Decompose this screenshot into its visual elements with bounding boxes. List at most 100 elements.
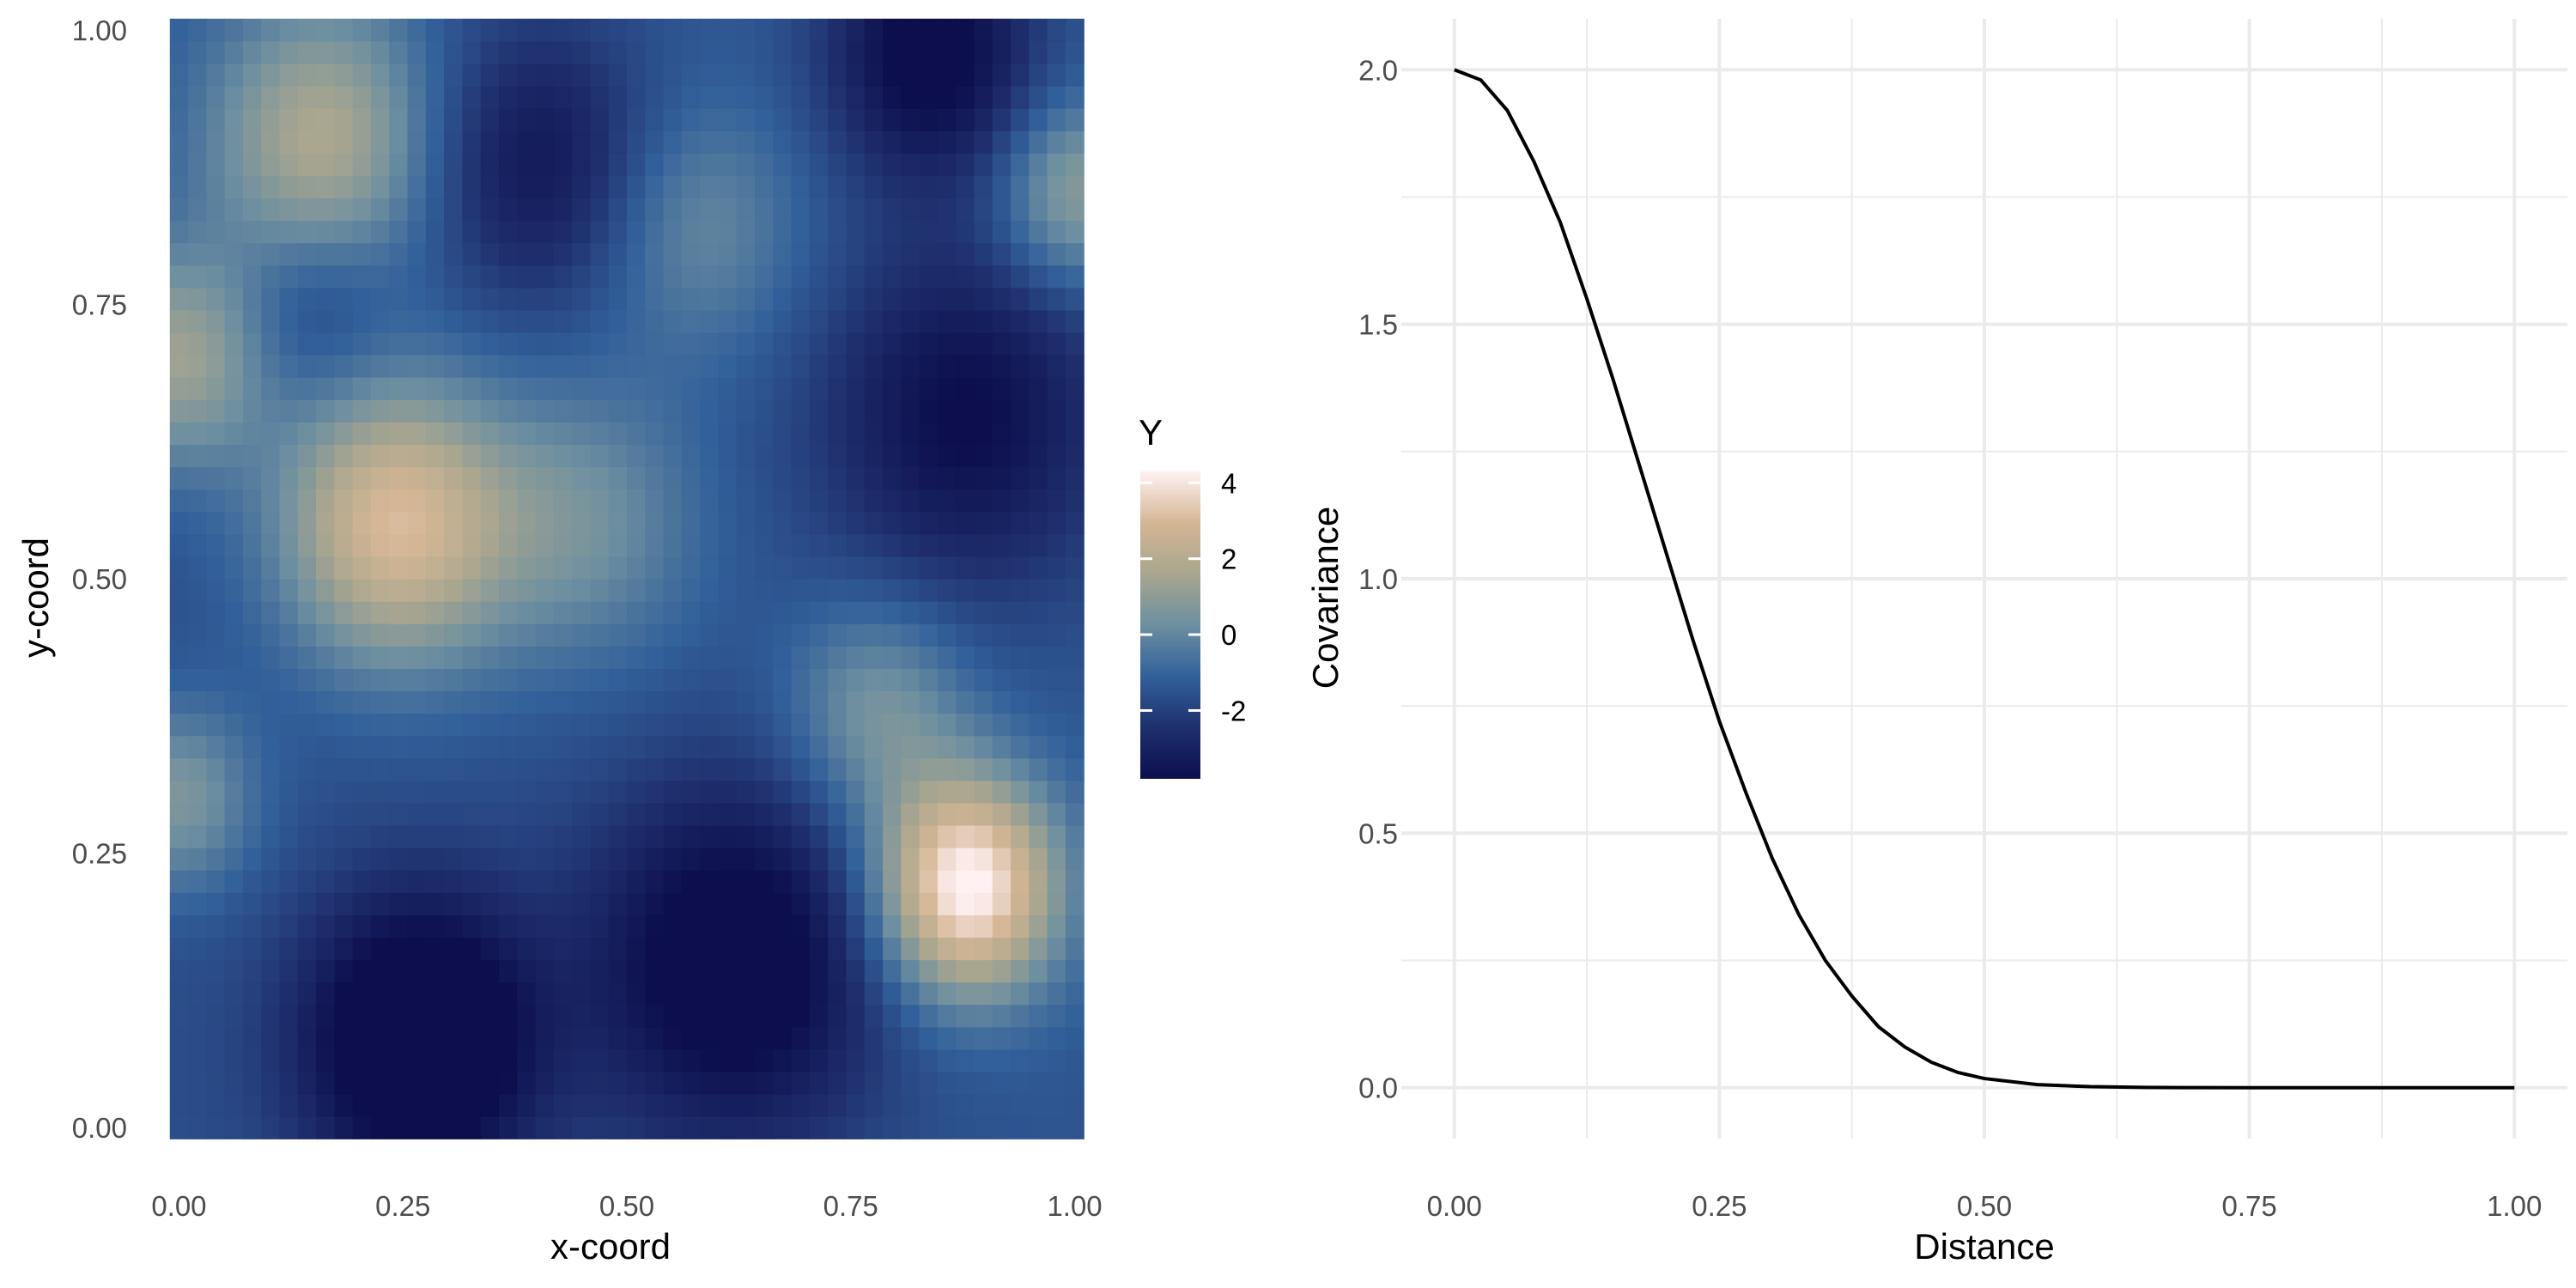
heatmap-cell [462, 489, 482, 513]
heatmap-cell [389, 1071, 409, 1095]
heatmap-cell [407, 802, 427, 826]
heatmap-cell [352, 556, 372, 580]
heatmap-cell [389, 713, 409, 737]
heatmap-cell [1065, 86, 1084, 109]
heatmap-cell [462, 1116, 482, 1139]
heatmap-cell [261, 511, 281, 535]
heatmap-cell [572, 802, 592, 826]
heatmap-cell [188, 735, 207, 759]
heatmap-cell [1011, 332, 1030, 355]
heatmap-cell [828, 511, 848, 535]
heatmap-cell [334, 735, 354, 759]
heatmap-cell [956, 197, 975, 222]
heatmap-cell [1029, 332, 1048, 355]
heatmap-cell [206, 757, 226, 781]
heatmap-cell [389, 646, 409, 669]
heatmap-cell [370, 646, 390, 669]
heatmap-cell [901, 175, 920, 199]
heatmap-cell [480, 713, 500, 737]
heatmap-cell [828, 332, 848, 355]
heatmap-cell [480, 18, 500, 42]
heatmap-cell [736, 937, 756, 961]
legend-ticks: 420-2 [1140, 467, 1246, 726]
heatmap-cell [1029, 444, 1048, 468]
heatmap-cell [535, 287, 555, 311]
heatmap-cell [352, 1026, 372, 1050]
heatmap-cell [627, 197, 646, 222]
heatmap-cell [608, 824, 628, 848]
heatmap-cell [242, 309, 262, 333]
heatmap-cell [645, 623, 665, 647]
heatmap-cell [206, 735, 226, 759]
heatmap-cell [553, 1026, 573, 1050]
heatmap-cell [224, 981, 244, 1005]
heatmap-cell [242, 108, 262, 131]
heatmap-cell [956, 489, 975, 513]
heatmap-cell [517, 780, 537, 804]
heatmap-cell [498, 533, 518, 557]
heatmap-cell [572, 131, 592, 154]
heatmap-cell [297, 444, 317, 468]
heatmap-cell [261, 444, 281, 468]
heatmap-cell [846, 1094, 866, 1117]
heatmap-cell [627, 220, 646, 244]
heatmap-cell [974, 892, 993, 915]
heatmap-cell [370, 802, 390, 826]
heatmap-cell [316, 377, 335, 400]
heatmap-cell [919, 1048, 939, 1072]
heatmap-cell [297, 668, 317, 692]
heatmap-cell [261, 287, 281, 311]
heatmap-cell [206, 131, 226, 154]
heatmap-cell [224, 355, 244, 378]
heatmap-cell [937, 579, 957, 602]
heatmap-cell [297, 197, 317, 222]
heatmap-cell [480, 466, 500, 490]
heatmap-cell [535, 735, 555, 759]
heatmap-cell [992, 757, 1012, 781]
heatmap-cell [700, 601, 720, 624]
heatmap-cell [407, 914, 427, 939]
heatmap-cell [242, 264, 262, 289]
heatmap-cell [334, 690, 354, 714]
heatmap-cell [791, 981, 811, 1005]
heatmap-cell [828, 220, 848, 244]
heatmap-cell [169, 690, 189, 714]
heatmap-cell [1029, 287, 1048, 311]
heatmap-cell [736, 556, 756, 580]
heatmap-cell [864, 63, 884, 87]
heatmap-cell [553, 937, 573, 961]
heatmap-cell [700, 735, 720, 759]
heatmap-cell [480, 444, 500, 468]
heatmap-cell [608, 780, 628, 804]
heatmap-cell [517, 937, 537, 961]
heatmap-cell [1065, 848, 1084, 871]
heatmap-cell [828, 1004, 848, 1028]
heatmap-cell [627, 1071, 646, 1095]
heatmap-cell [553, 355, 573, 378]
heatmap-cell [736, 601, 756, 624]
heatmap-cell [188, 981, 207, 1005]
heatmap-cell [755, 489, 774, 513]
heatmap-cell [261, 108, 281, 131]
heatmap-cell [169, 1094, 189, 1117]
heatmap-cell [1065, 668, 1084, 692]
heatmap-cell [883, 1048, 902, 1072]
heatmap-cell [937, 937, 957, 961]
heatmap-cell [645, 1026, 665, 1050]
heatmap-cell [389, 264, 409, 289]
heatmap-cell [828, 601, 848, 624]
heatmap-cell [498, 556, 518, 580]
heatmap-cell [462, 377, 482, 400]
heatmap-cell [188, 870, 207, 893]
heatmap-cell [444, 735, 464, 759]
heatmap-cell [627, 309, 646, 333]
heatmap-cell [700, 197, 720, 222]
heatmap-cell [992, 1048, 1012, 1072]
heatmap-cell [681, 466, 701, 490]
heatmap-cell [316, 646, 335, 669]
heatmap-cell [700, 489, 720, 513]
heatmap-cell [498, 1048, 518, 1072]
heatmap-cell [828, 892, 848, 915]
heatmap-cell [517, 444, 537, 468]
heatmap-cell [444, 1116, 464, 1139]
